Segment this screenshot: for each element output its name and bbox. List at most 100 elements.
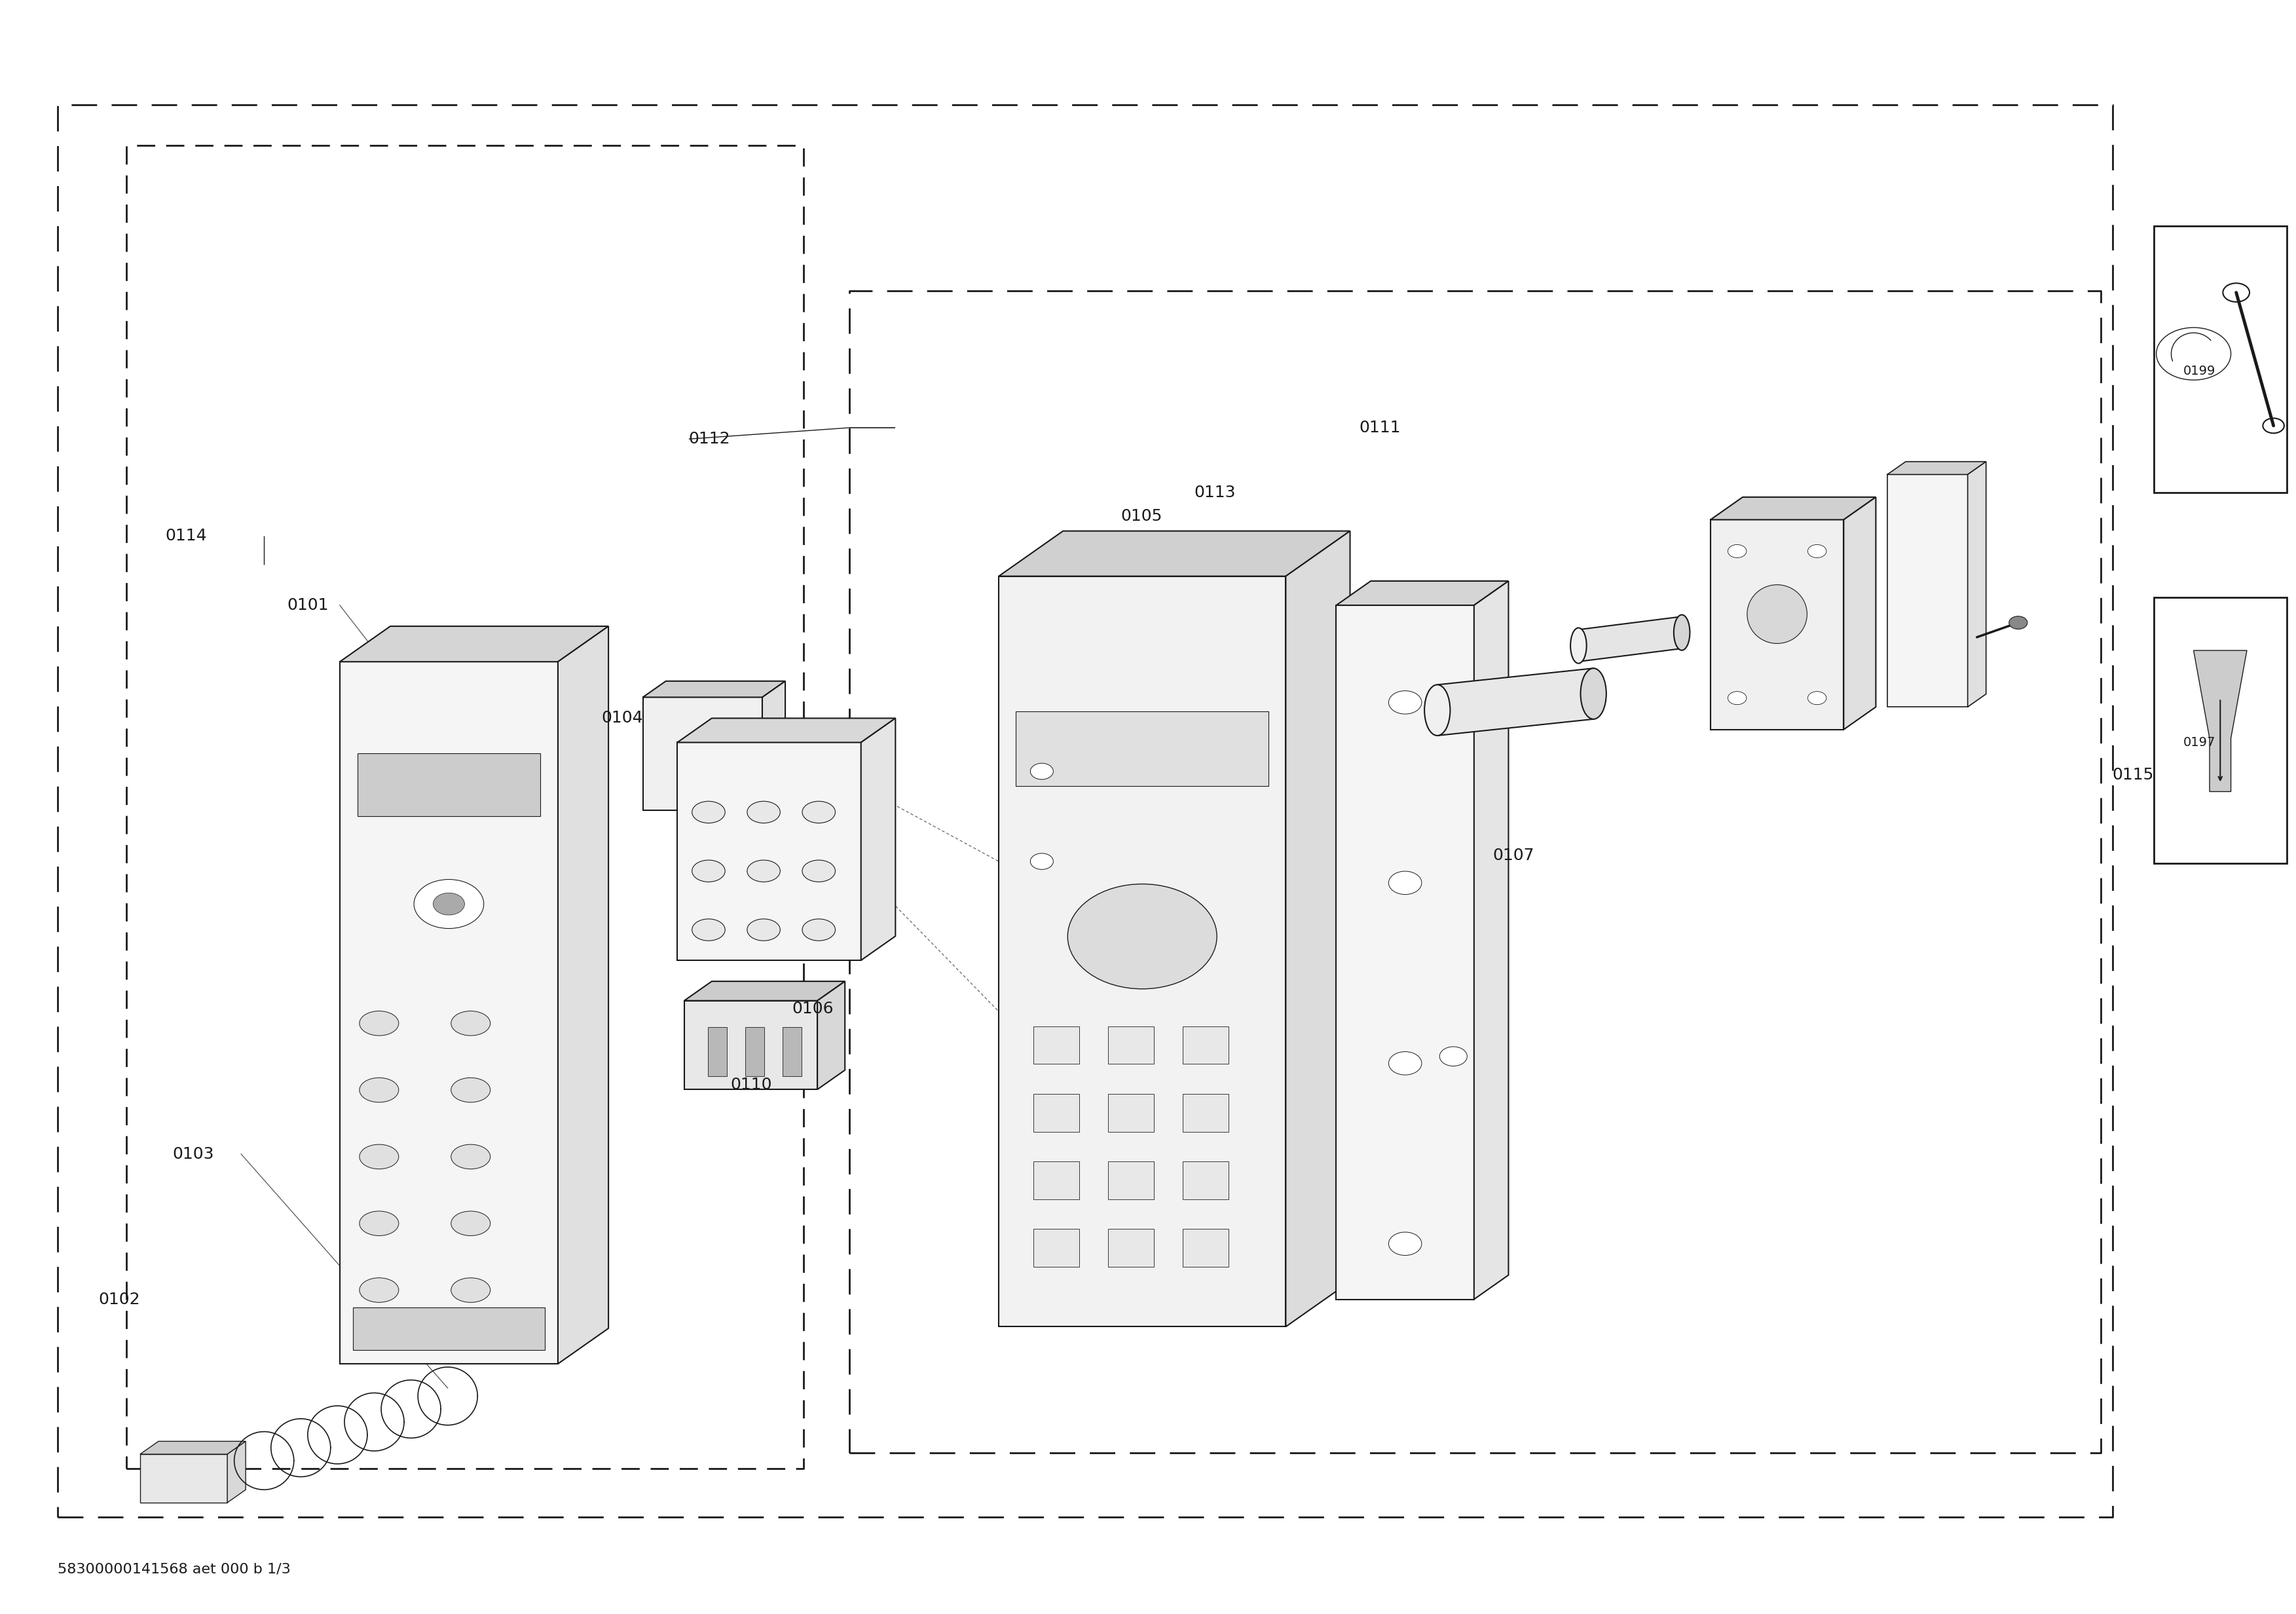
Ellipse shape bbox=[1570, 628, 1587, 663]
Bar bbox=[1182, 1230, 1228, 1267]
Circle shape bbox=[1389, 691, 1421, 713]
Polygon shape bbox=[684, 1001, 817, 1089]
Circle shape bbox=[1729, 691, 1747, 705]
Polygon shape bbox=[861, 718, 895, 960]
Text: 0105: 0105 bbox=[1120, 508, 1162, 525]
Polygon shape bbox=[1580, 617, 1681, 662]
Bar bbox=[1015, 712, 1267, 786]
Polygon shape bbox=[999, 531, 1350, 576]
Bar bbox=[1033, 1027, 1079, 1064]
Polygon shape bbox=[1286, 531, 1350, 1327]
Bar bbox=[358, 754, 540, 817]
Bar bbox=[1033, 1162, 1079, 1199]
Polygon shape bbox=[1336, 581, 1508, 605]
Ellipse shape bbox=[801, 860, 836, 881]
Text: 58300000141568 aet 000 b 1/3: 58300000141568 aet 000 b 1/3 bbox=[57, 1562, 289, 1575]
Ellipse shape bbox=[1747, 584, 1807, 644]
Bar bbox=[1109, 1094, 1155, 1131]
Polygon shape bbox=[677, 742, 861, 960]
Polygon shape bbox=[1968, 462, 1986, 707]
Ellipse shape bbox=[450, 1078, 491, 1102]
Polygon shape bbox=[643, 681, 785, 697]
Ellipse shape bbox=[691, 918, 726, 941]
Polygon shape bbox=[340, 626, 608, 662]
Text: 0110: 0110 bbox=[730, 1077, 771, 1093]
Polygon shape bbox=[227, 1441, 246, 1503]
Circle shape bbox=[2223, 282, 2250, 302]
Text: 0113: 0113 bbox=[1194, 484, 1235, 500]
Bar bbox=[746, 1027, 765, 1077]
Text: 0103: 0103 bbox=[172, 1146, 214, 1162]
Circle shape bbox=[1729, 544, 1747, 558]
Ellipse shape bbox=[1674, 615, 1690, 650]
Ellipse shape bbox=[1580, 668, 1607, 720]
Circle shape bbox=[1031, 763, 1054, 780]
Polygon shape bbox=[677, 718, 895, 742]
Polygon shape bbox=[999, 576, 1286, 1327]
Ellipse shape bbox=[450, 1210, 491, 1236]
Circle shape bbox=[1440, 1046, 1467, 1065]
Polygon shape bbox=[340, 662, 558, 1364]
Bar bbox=[1109, 1162, 1155, 1199]
Text: 0106: 0106 bbox=[792, 1001, 833, 1017]
Ellipse shape bbox=[450, 1278, 491, 1302]
Circle shape bbox=[1807, 691, 1825, 705]
Circle shape bbox=[1068, 884, 1217, 989]
Text: 0111: 0111 bbox=[1359, 420, 1401, 436]
Circle shape bbox=[2156, 328, 2232, 379]
Circle shape bbox=[1031, 854, 1054, 870]
Bar bbox=[1182, 1027, 1228, 1064]
Ellipse shape bbox=[360, 1144, 400, 1169]
Bar bbox=[1182, 1094, 1228, 1131]
Text: 0107: 0107 bbox=[1492, 847, 1534, 863]
Bar bbox=[1109, 1230, 1155, 1267]
Bar bbox=[1033, 1230, 1079, 1267]
Bar bbox=[1109, 1027, 1155, 1064]
Polygon shape bbox=[1437, 668, 1593, 736]
Polygon shape bbox=[140, 1441, 246, 1454]
Ellipse shape bbox=[1424, 684, 1451, 736]
Polygon shape bbox=[558, 626, 608, 1364]
Polygon shape bbox=[1474, 581, 1508, 1299]
Ellipse shape bbox=[360, 1210, 400, 1236]
Polygon shape bbox=[1711, 520, 1844, 730]
Polygon shape bbox=[1844, 497, 1876, 730]
Bar bbox=[707, 1027, 728, 1077]
Polygon shape bbox=[1887, 462, 1986, 475]
Circle shape bbox=[1389, 872, 1421, 894]
Ellipse shape bbox=[360, 1278, 400, 1302]
Ellipse shape bbox=[801, 801, 836, 823]
Circle shape bbox=[413, 880, 484, 928]
Bar bbox=[1033, 1094, 1079, 1131]
Text: 0101: 0101 bbox=[287, 597, 328, 613]
Ellipse shape bbox=[801, 918, 836, 941]
Circle shape bbox=[1807, 544, 1825, 558]
Polygon shape bbox=[684, 981, 845, 1001]
Polygon shape bbox=[140, 1454, 227, 1503]
Ellipse shape bbox=[360, 1078, 400, 1102]
Text: 0115: 0115 bbox=[2112, 767, 2154, 783]
Ellipse shape bbox=[746, 918, 781, 941]
Circle shape bbox=[1389, 1231, 1421, 1256]
Polygon shape bbox=[817, 981, 845, 1089]
Polygon shape bbox=[1336, 605, 1474, 1299]
Ellipse shape bbox=[691, 801, 726, 823]
Polygon shape bbox=[1887, 475, 1968, 707]
Circle shape bbox=[434, 893, 464, 915]
Circle shape bbox=[2009, 617, 2027, 629]
Text: 0199: 0199 bbox=[2183, 365, 2216, 378]
Bar bbox=[2154, 597, 2287, 863]
Text: 0104: 0104 bbox=[602, 710, 643, 726]
Polygon shape bbox=[2193, 650, 2248, 791]
Text: 0197: 0197 bbox=[2183, 736, 2216, 749]
Circle shape bbox=[2264, 418, 2285, 433]
Ellipse shape bbox=[691, 860, 726, 881]
Polygon shape bbox=[1711, 497, 1876, 520]
Circle shape bbox=[1389, 1052, 1421, 1075]
Ellipse shape bbox=[746, 801, 781, 823]
Text: 0102: 0102 bbox=[99, 1291, 140, 1307]
Text: 0114: 0114 bbox=[165, 528, 207, 544]
Ellipse shape bbox=[746, 860, 781, 881]
Ellipse shape bbox=[360, 1010, 400, 1036]
Bar bbox=[354, 1307, 544, 1349]
